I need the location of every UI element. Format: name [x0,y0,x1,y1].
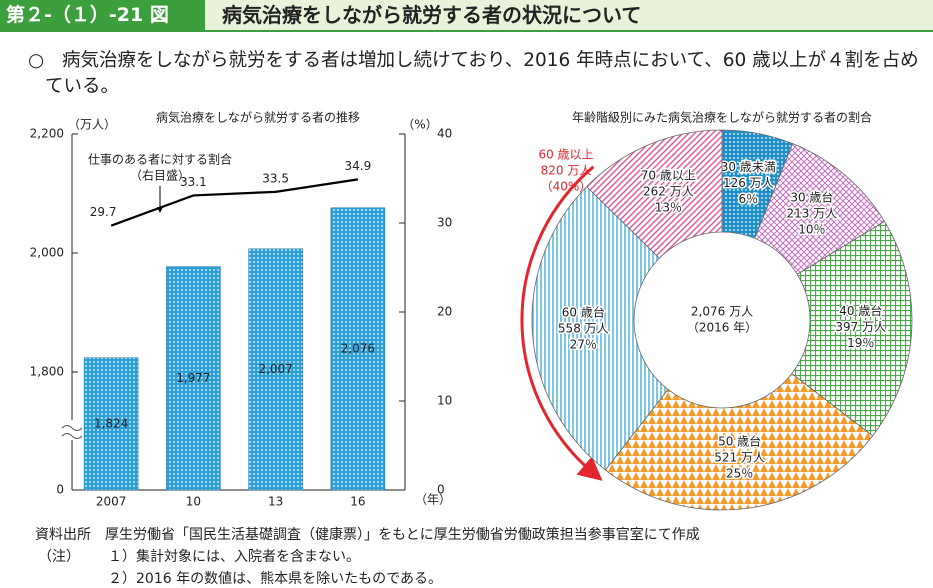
donut-segment [604,373,874,511]
segment-percent-label: 27％ [570,338,597,352]
donut-segment [531,186,669,471]
summary-text: 病気治療をしながら就労をする者は増加し続けており、2016 年時点において、60… [45,50,919,97]
group-annotation: 820 万人 [541,164,592,178]
segment-percent-label: 6％ [739,192,759,206]
y-tick-label: 2,200 [30,127,64,141]
note: １）集計対象には、入院者を含まない。 [108,549,360,565]
x-tick-label: 10 [186,495,201,509]
center-label: 2,076 万人 [691,305,753,319]
segment-value-label: 126 万人 [723,176,774,190]
y2-tick-label: 0 [437,483,445,497]
segment-category: 60 歳台 [562,305,605,320]
y-tick-label: 2,000 [30,246,64,260]
x-unit: （年） [415,493,451,507]
y2-tick-label: 20 [437,305,452,319]
segment-category: 30 歳未満 [721,160,776,174]
figure-title: 病気治療をしながら就労する者の状況について [222,3,642,27]
annotation: （右目盛） [130,168,190,183]
note: ２）2016 年の数値は、熊本県を除いたものである。 [108,571,442,587]
center-label: （2016 年） [687,321,757,335]
notes-label: （注） [38,549,80,565]
bar [248,248,303,491]
bar [330,207,386,491]
segment-category: 40 歳台 [839,303,882,318]
segment-value-label: 558 万人 [558,322,609,336]
charts: 病気治療をしながら就労する者の推移 （万人） （%） （年） 仕事のある者に対す… [30,110,913,511]
line-series-name: 仕事のある者に対する割合 [88,152,232,167]
line-value-label: 34.9 [345,159,372,173]
source: 厚生労働省「国民生活基礎調査（健康票）」をもとに厚生労働省労働政策担当参事官室に… [105,527,700,543]
segment-value-label: 262 万人 [643,184,694,198]
x-tick-label: 16 [350,495,365,509]
segment-value-label: 213 万人 [787,206,838,220]
y-tick-label: 1,800 [30,365,64,379]
donut-segment [586,129,723,259]
group-annotation: （40%） [541,180,592,194]
y-tick-label: 0 [56,483,64,497]
bar-value-label: 1,824 [94,416,128,430]
bar-value-label: 2,007 [258,362,292,376]
y2-tick-label: 40 [437,127,452,141]
summary: ○ 病気治療をしながら就労をする者は増加し続けており、2016 年時点において、6… [28,48,920,100]
line-value-label: 33.1 [180,175,207,189]
right-chart: 年齢階級別にみた病気治療をしながら就労する者の割合 60 歳以上 820 万人 … [520,110,913,511]
y2-tick-label: 10 [437,394,452,408]
group-bracket-arrow [520,165,603,481]
header: 第２-（１）-21 図 病気治療をしながら就労する者の状況について [0,0,933,32]
group-annotation: 60 歳以上 [538,148,593,162]
figure-number: 第２-（１）-21 図 [0,0,205,30]
x-tick-label: 13 [268,495,283,509]
segment-category: 70 歳以上 [641,168,696,182]
left-chart: 病気治療をしながら就労する者の推移 （万人） （%） （年） 仕事のある者に対す… [30,110,453,509]
donut-segment [791,220,913,437]
bar-value-label: 1,977 [176,371,210,385]
line-value-label: 29.7 [90,205,117,219]
chart-title: 病気治療をしながら就労する者の推移 [156,110,360,125]
x-tick-label: 2007 [96,495,127,509]
line-value-label: 33.5 [262,171,289,185]
segment-category: 50 歳台 [718,433,761,448]
y2-unit: （%） [402,118,437,132]
line [110,178,359,227]
segment-category: 30 歳台 [790,189,833,204]
bar [166,266,221,491]
segment-percent-label: 25％ [726,466,753,480]
axis-break [61,425,83,439]
segment-percent-label: 13％ [655,200,682,214]
segment-percent-label: 19％ [847,336,874,350]
y2-tick-label: 30 [437,216,452,230]
axis-break-gap [60,420,84,440]
source-label: 資料出所 [35,527,91,543]
segment-value-label: 397 万人 [835,320,886,334]
bar-value-label: 2,076 [341,341,375,355]
segment-percent-label: 10％ [798,222,825,236]
segment-value-label: 521 万人 [714,450,765,464]
chart-title: 年齢階級別にみた病気治療をしながら就労する者の割合 [572,110,872,125]
bullet: ○ [28,50,45,71]
bar [83,357,139,491]
y-unit: （万人） [68,118,116,132]
